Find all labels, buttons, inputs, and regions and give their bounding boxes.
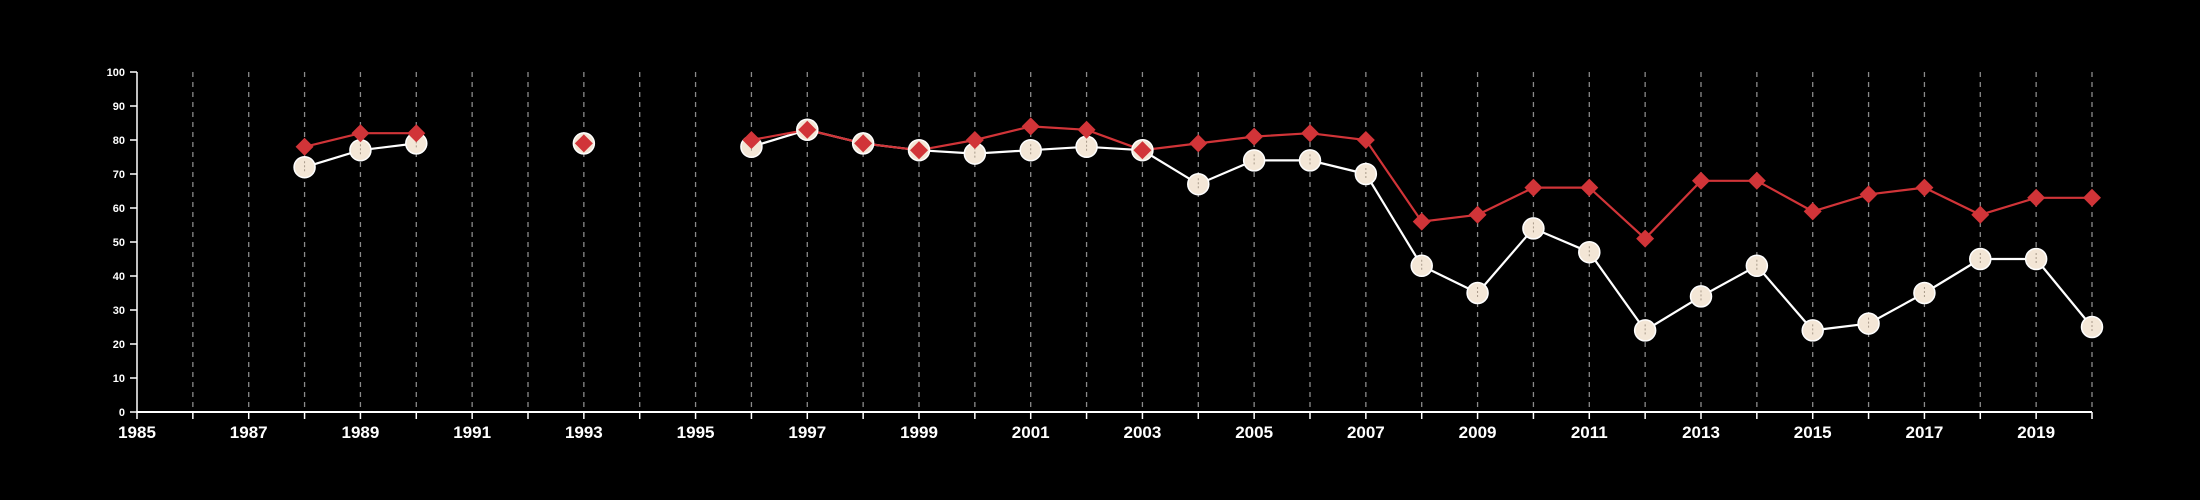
x-tick-label: 2007	[1347, 423, 1385, 442]
diamond-point	[1971, 205, 1990, 224]
y-tick-label: 10	[113, 373, 125, 385]
diamond-point	[742, 131, 761, 149]
diamond-point	[2083, 188, 2101, 207]
diamond-point	[1077, 120, 1096, 139]
diamond-point	[965, 131, 984, 149]
grid-lines	[192, 72, 2093, 412]
diamond-point	[1189, 134, 1208, 153]
x-tick-label: 1999	[900, 423, 938, 442]
y-tick-label: 20	[113, 339, 125, 351]
diamond-point	[407, 124, 426, 143]
x-tick-label: 1997	[788, 423, 826, 442]
x-tick-label: 2001	[1012, 423, 1050, 442]
diamond-point	[295, 137, 314, 156]
x-tick-label: 1985	[118, 423, 156, 442]
diamond-point	[1245, 127, 1264, 146]
x-tick-label: 1991	[453, 423, 491, 442]
diamond-point	[798, 120, 817, 139]
x-tick-label: 2017	[1906, 423, 1944, 442]
diamond-point	[1580, 178, 1599, 197]
y-tick-label: 80	[113, 135, 125, 147]
diamond-point	[1747, 171, 1766, 190]
y-tick-label: 100	[107, 67, 125, 79]
y-tick-label: 70	[113, 169, 125, 181]
diamond-point	[1524, 178, 1543, 197]
diamond-point	[1636, 229, 1655, 248]
series-1-markers	[293, 118, 2104, 342]
y-tick-label: 0	[119, 407, 125, 419]
y-tick-label: 40	[113, 271, 125, 283]
diamond-point	[1692, 171, 1710, 190]
diamond-point	[1859, 185, 1878, 204]
y-tick-label: 90	[113, 101, 125, 113]
x-tick-label: 1995	[677, 423, 715, 442]
diamond-point	[910, 141, 928, 160]
diamond-point	[1133, 141, 1152, 160]
circle-point	[1578, 240, 1601, 264]
x-tick-label: 1989	[342, 423, 380, 442]
diamond-point	[1356, 131, 1375, 149]
diamond-point	[1021, 117, 1040, 136]
axes: 0 10 20 30 40 50 60 70 80 90 100 1985 1987 1989 1991 19…	[107, 67, 2093, 442]
diamond-point	[574, 134, 593, 153]
x-tick-label: 2011	[1571, 423, 1608, 442]
x-tick-label: 1987	[230, 423, 268, 442]
x-tick-label: 1993	[565, 423, 603, 442]
x-tick-label: 2019	[2017, 423, 2055, 442]
y-tick-label: 50	[113, 237, 125, 249]
x-tick-label: 2015	[1794, 423, 1832, 442]
diamond-point	[1412, 212, 1431, 231]
x-tick-label: 2009	[1459, 423, 1497, 442]
diamond-point	[2027, 188, 2046, 207]
data-series	[293, 117, 2104, 342]
y-tick-label: 60	[113, 203, 125, 215]
diamond-point	[854, 134, 873, 153]
diamond-point	[1915, 178, 1934, 197]
x-tick-label: 2003	[1124, 423, 1162, 442]
diamond-point	[351, 124, 370, 143]
x-tick-label: 2013	[1682, 423, 1720, 442]
series-2-markers	[295, 117, 2101, 248]
diamond-point	[1301, 124, 1319, 143]
diamond-point	[1468, 205, 1487, 224]
diamond-point	[1803, 202, 1822, 221]
x-tick-label: 2005	[1235, 423, 1273, 442]
y-tick-label: 30	[113, 305, 125, 317]
series-1	[304, 128, 2093, 332]
